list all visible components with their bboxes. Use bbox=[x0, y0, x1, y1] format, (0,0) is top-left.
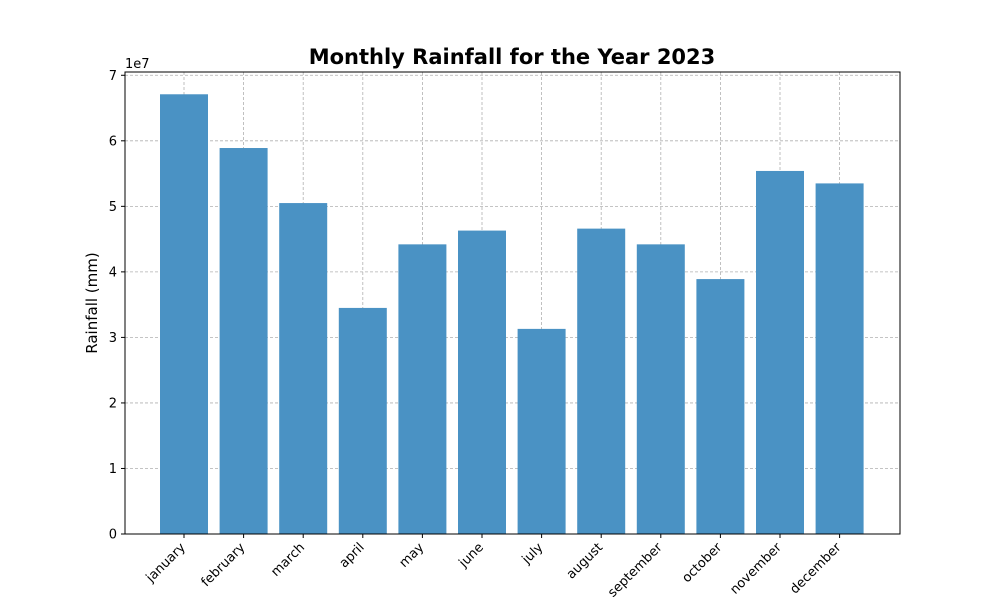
bar-november bbox=[756, 170, 804, 534]
bar-october bbox=[696, 279, 745, 534]
bar-february bbox=[219, 148, 268, 534]
y-tick-label: 6 bbox=[109, 134, 117, 149]
y-axis-ticks: 0 1 2 3 4 5 6 7 bbox=[109, 69, 125, 543]
bar-september bbox=[636, 244, 685, 534]
bars bbox=[160, 94, 864, 535]
y-tick-label: 1 bbox=[109, 462, 117, 477]
bar-april bbox=[338, 307, 387, 534]
y-tick-label: 4 bbox=[109, 265, 117, 280]
bar-june bbox=[458, 230, 506, 535]
bar-december bbox=[815, 183, 864, 535]
plot-frame bbox=[124, 71, 901, 535]
y-tick-label: 3 bbox=[109, 331, 117, 346]
bar-january bbox=[160, 94, 208, 534]
bar-july bbox=[517, 328, 566, 534]
y-tick-label: 5 bbox=[109, 200, 117, 215]
bar-march bbox=[279, 203, 328, 534]
y-tick-label: 7 bbox=[109, 69, 117, 84]
bar-august bbox=[577, 228, 626, 534]
y-tick-label: 0 bbox=[109, 528, 117, 543]
y-axis-offset-label: 1e7 bbox=[125, 57, 150, 72]
bar-may bbox=[398, 244, 447, 534]
y-tick-label: 2 bbox=[109, 396, 117, 411]
chart-title: Monthly Rainfall for the Year 2023 bbox=[309, 45, 716, 69]
y-axis-label: Rainfall (mm) bbox=[83, 252, 101, 353]
